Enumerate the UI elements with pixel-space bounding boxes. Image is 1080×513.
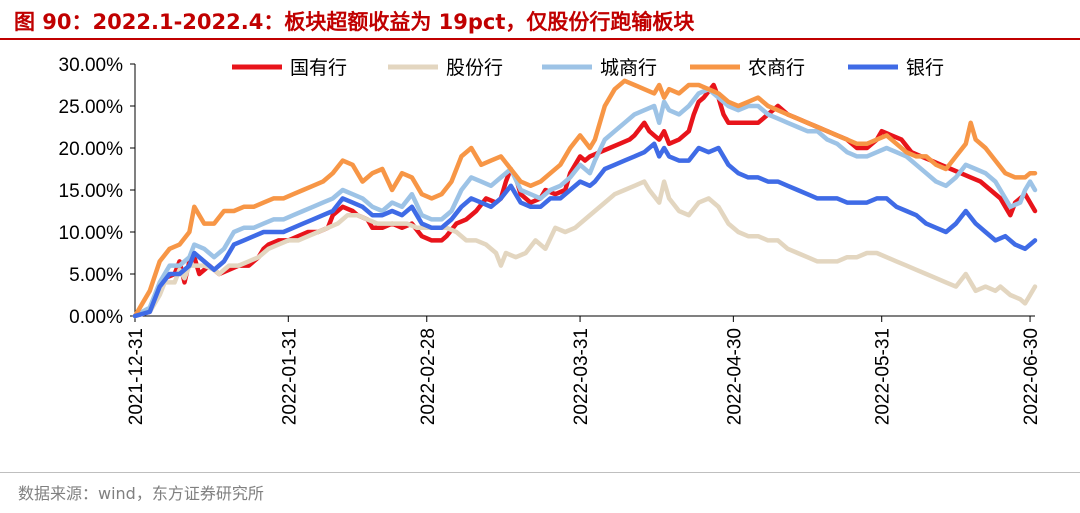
x-axis-ticks: 2021-12-31 2022-01-31 2022-02-28 2022-03-31… bbox=[126, 316, 1042, 425]
chart-axes bbox=[134, 64, 1035, 317]
legend-label: 城商行 bbox=[600, 57, 657, 79]
series-line-1 bbox=[132, 82, 1038, 319]
series-line-2 bbox=[132, 179, 1038, 319]
y-tick-label: 25.00% bbox=[59, 97, 124, 118]
x-tick-label: 2022-02-28 bbox=[418, 328, 439, 425]
footer-divider bbox=[0, 472, 1080, 473]
legend-label: 股份行 bbox=[446, 57, 503, 79]
series-line-4 bbox=[132, 78, 1038, 319]
y-tick-label: 15.00% bbox=[59, 181, 124, 202]
y-axis-ticks: 0.00% 5.00% 10.00% 15.00% 20.00% 25.00% 30.00% bbox=[59, 55, 135, 328]
x-tick-label: 2021-12-31 bbox=[126, 328, 147, 425]
x-tick-label: 2022-06-30 bbox=[1021, 328, 1042, 425]
series-line-5 bbox=[132, 141, 1038, 319]
y-tick-label: 30.00% bbox=[59, 55, 124, 76]
legend-label: 农商行 bbox=[748, 57, 805, 79]
x-tick-label: 2022-04-30 bbox=[724, 328, 745, 425]
x-tick-label: 2022-03-31 bbox=[571, 328, 592, 425]
x-tick-label: 2022-01-31 bbox=[279, 328, 300, 425]
legend-label: 国有行 bbox=[290, 57, 347, 79]
line-chart: 0.00% 5.00% 10.00% 15.00% 20.00% 25.00% 30.00%… bbox=[59, 55, 1043, 425]
y-tick-label: 10.00% bbox=[59, 223, 124, 244]
y-tick-label: 20.00% bbox=[59, 139, 124, 160]
series-line-3 bbox=[132, 86, 1038, 319]
x-tick-label: 2022-05-31 bbox=[873, 328, 894, 425]
y-tick-label: 5.00% bbox=[69, 265, 123, 286]
legend-label: 银行 bbox=[906, 57, 944, 79]
series-lines bbox=[132, 78, 1038, 319]
figure-title: 图 90：2022.1-2022.4：板块超额收益为 19pct，仅股份行跑输板… bbox=[14, 10, 695, 34]
source-note: 数据来源：wind，东方证券研究所 bbox=[18, 484, 264, 503]
title-divider bbox=[0, 38, 1080, 40]
chart-legend: 国有行 股份行 城商行 农商行 银行 bbox=[232, 57, 944, 79]
y-tick-label: 0.00% bbox=[69, 307, 123, 328]
